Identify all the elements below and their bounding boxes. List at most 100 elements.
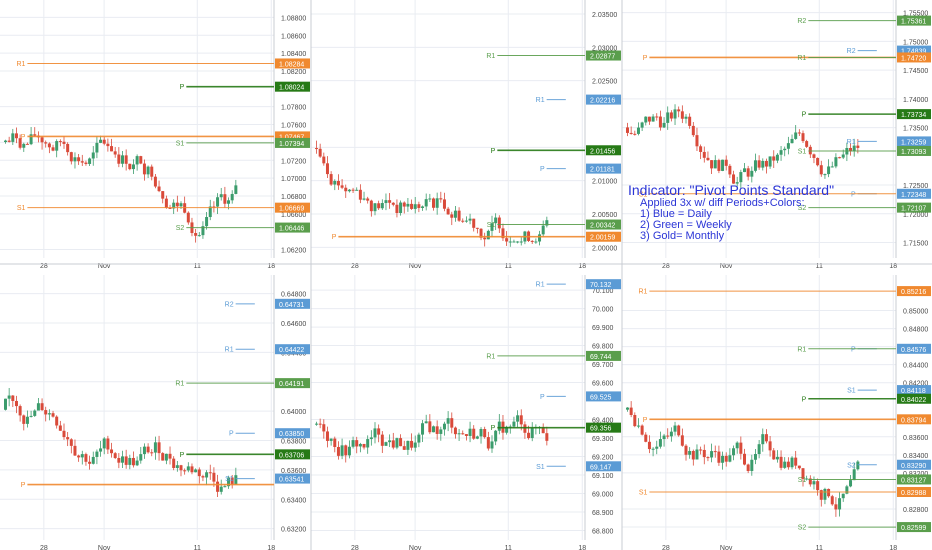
candle-body bbox=[179, 465, 183, 471]
y-tick-label: 1.08200 bbox=[281, 69, 306, 76]
candle-body bbox=[505, 238, 509, 242]
candle-body bbox=[530, 240, 534, 242]
candle-body bbox=[410, 440, 414, 448]
candle-body bbox=[142, 446, 146, 455]
candlestick-series bbox=[626, 401, 860, 517]
candle-body bbox=[121, 456, 124, 463]
candle-body bbox=[461, 433, 465, 435]
price-tag bbox=[586, 94, 621, 105]
candle-body bbox=[186, 212, 190, 223]
candle-body bbox=[779, 150, 783, 155]
candle-body bbox=[25, 143, 29, 145]
candle-body bbox=[183, 470, 187, 472]
price-tag bbox=[275, 222, 310, 233]
price-tag-label: 0.84118 bbox=[901, 388, 926, 395]
pivot-level-label: R1 bbox=[847, 139, 856, 146]
candle-body bbox=[746, 464, 750, 472]
candle-body bbox=[479, 228, 483, 238]
pivot-level-label: S2 bbox=[798, 205, 807, 212]
candle-body bbox=[453, 427, 457, 435]
candle-body bbox=[322, 156, 326, 164]
candle-body bbox=[724, 455, 728, 462]
candle-body bbox=[706, 457, 710, 459]
price-tag-label: 1.73734 bbox=[901, 112, 926, 119]
candle-body bbox=[702, 151, 706, 158]
candle-body bbox=[406, 203, 410, 207]
x-tick-label: Nov bbox=[409, 545, 422, 550]
candlestick-series bbox=[315, 409, 549, 463]
pivot-level-label: P bbox=[851, 191, 856, 198]
pivot-level-label: R1 bbox=[16, 61, 25, 68]
candle-body bbox=[315, 148, 318, 150]
candle-body bbox=[516, 415, 520, 422]
candle-body bbox=[827, 166, 831, 175]
candle-body bbox=[688, 450, 692, 455]
y-tick-label: 1.73500 bbox=[903, 126, 928, 133]
y-tick-label: 69.400 bbox=[592, 418, 614, 425]
candle-body bbox=[172, 458, 176, 468]
candle-body bbox=[351, 440, 355, 447]
candle-body bbox=[721, 455, 725, 463]
candle-body bbox=[743, 453, 746, 465]
candle-body bbox=[55, 416, 59, 426]
price-tag bbox=[897, 474, 931, 485]
y-tick-label: 2.02500 bbox=[592, 79, 617, 86]
candle-body bbox=[106, 143, 110, 147]
x-tick-label: Nov bbox=[720, 263, 733, 270]
candle-body bbox=[512, 421, 516, 427]
candle-body bbox=[88, 158, 92, 164]
candle-body bbox=[475, 227, 479, 229]
candle-body bbox=[66, 437, 70, 440]
candle-body bbox=[494, 430, 498, 442]
candle-body bbox=[212, 206, 216, 208]
price-tag-label: 1.72348 bbox=[901, 192, 926, 199]
price-tag-label: 1.75361 bbox=[901, 19, 926, 26]
candlestick-series bbox=[4, 387, 238, 498]
price-tag bbox=[586, 391, 621, 402]
candle-body bbox=[519, 415, 523, 425]
y-tick-label: 69.000 bbox=[592, 491, 614, 498]
candle-body bbox=[629, 407, 633, 415]
candle-body bbox=[77, 157, 81, 162]
candle-body bbox=[62, 141, 66, 144]
candle-body bbox=[541, 225, 545, 235]
candle-body bbox=[527, 432, 531, 439]
price-tag bbox=[897, 286, 931, 297]
candle-body bbox=[732, 174, 736, 184]
candle-body bbox=[69, 439, 73, 446]
candle-body bbox=[691, 450, 695, 460]
price-tag-label: 1.06446 bbox=[279, 226, 304, 233]
candle-body bbox=[746, 168, 750, 177]
candle-body bbox=[153, 442, 157, 453]
candle-body bbox=[18, 406, 22, 416]
candle-body bbox=[164, 453, 168, 461]
candle-body bbox=[157, 442, 161, 454]
candle-body bbox=[501, 228, 505, 239]
candle-body bbox=[486, 230, 490, 240]
candle-body bbox=[95, 451, 99, 457]
candle-body bbox=[812, 481, 816, 485]
candle-body bbox=[413, 442, 417, 448]
price-tag bbox=[586, 461, 621, 472]
candle-body bbox=[351, 189, 355, 191]
candle-body bbox=[344, 445, 348, 456]
y-tick-label: 0.63400 bbox=[281, 497, 306, 504]
candle-body bbox=[318, 148, 322, 157]
candle-body bbox=[336, 446, 340, 456]
candle-body bbox=[179, 203, 183, 207]
candle-body bbox=[377, 203, 381, 209]
candle-body bbox=[223, 486, 227, 488]
candle-body bbox=[644, 116, 648, 123]
candle-body bbox=[724, 159, 728, 166]
candle-body bbox=[710, 451, 714, 458]
candle-body bbox=[483, 237, 487, 240]
candle-body bbox=[80, 454, 84, 458]
candle-body bbox=[197, 235, 201, 237]
price-tag-label: 0.85216 bbox=[901, 289, 926, 296]
candle-body bbox=[713, 451, 717, 453]
x-tick-label: 11 bbox=[194, 545, 201, 550]
price-tag-label: 1.74720 bbox=[901, 55, 926, 62]
candle-body bbox=[541, 427, 545, 434]
candle-body bbox=[626, 407, 629, 410]
price-tag bbox=[586, 279, 621, 290]
